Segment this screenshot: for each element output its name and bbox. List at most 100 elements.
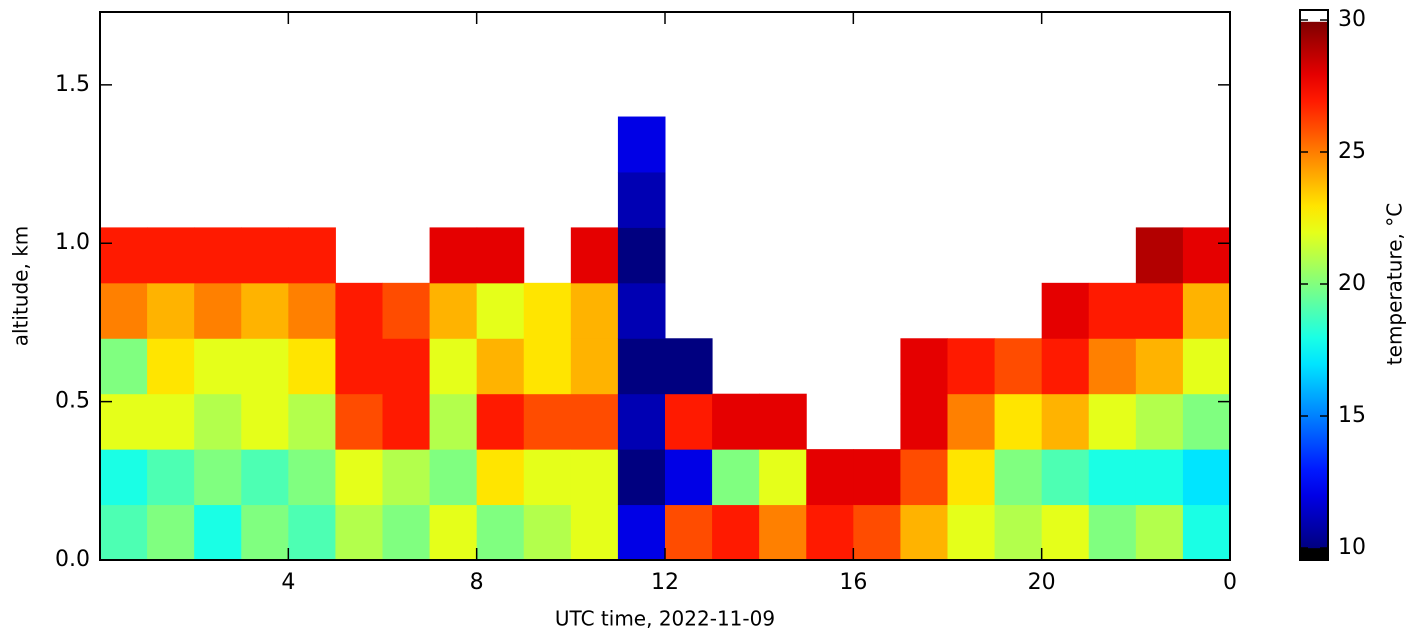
heatmap-cell	[429, 338, 478, 395]
heatmap-cell	[665, 393, 713, 450]
heatmap-cell	[147, 338, 195, 395]
heatmap-cell	[476, 227, 525, 284]
colorbar-tick-label: 30	[1338, 7, 1366, 32]
colorbar	[1299, 9, 1329, 561]
heatmap-cell	[476, 338, 525, 395]
heatmap-cell	[712, 393, 760, 450]
heatmap-cell	[947, 504, 996, 560]
heatmap-cell	[429, 504, 478, 560]
heatmap-cell	[288, 227, 336, 284]
heatmap-cell	[288, 338, 336, 395]
heatmap-cell	[900, 449, 948, 506]
heatmap-cell	[947, 393, 996, 450]
heatmap-cell	[194, 338, 242, 395]
heatmap-cell	[900, 393, 948, 450]
heatmap-cell	[947, 338, 996, 395]
heatmap-cell	[100, 282, 148, 339]
heatmap-cell	[853, 449, 901, 506]
heatmap-cell	[194, 504, 242, 560]
heatmap-cell	[1182, 393, 1230, 450]
heatmap-cell	[288, 282, 336, 339]
heatmap-cell	[100, 227, 148, 284]
heatmap-cell	[1041, 449, 1090, 506]
heatmap-cell	[617, 282, 666, 339]
heatmap-cell	[476, 282, 525, 339]
heatmap-cell	[712, 449, 760, 506]
colorbar-tick-label: 25	[1338, 139, 1366, 164]
heatmap-cell	[335, 504, 383, 560]
x-tick-label: 8	[470, 570, 484, 595]
heatmap-cell	[1088, 504, 1137, 560]
heatmap-cell	[100, 338, 148, 395]
heatmap-cell	[994, 449, 1043, 506]
heatmap-cell	[335, 338, 383, 395]
colorbar-tick-label: 10	[1338, 535, 1366, 560]
heatmap-cell	[759, 449, 807, 506]
heatmap-cell	[570, 227, 619, 284]
heatmap-cell	[617, 504, 666, 560]
heatmap-cell	[665, 338, 713, 395]
y-axis-label: altitude, km	[9, 226, 33, 347]
heatmap-cell	[853, 504, 901, 560]
heatmap	[100, 116, 1230, 560]
heatmap-cell	[523, 338, 572, 395]
heatmap-cell	[900, 338, 948, 395]
heatmap-cell	[1088, 338, 1137, 395]
heatmap-cell	[241, 227, 289, 284]
heatmap-cell	[665, 504, 713, 560]
x-tick-label: 4	[281, 570, 295, 595]
y-tick-label: 1.5	[55, 72, 90, 97]
heatmap-cell	[476, 393, 525, 450]
heatmap-cell	[1135, 504, 1184, 560]
heatmap-cell	[194, 393, 242, 450]
heatmap-cell	[335, 393, 383, 450]
heatmap-cell	[147, 449, 195, 506]
heatmap-cell	[1182, 227, 1230, 284]
heatmap-cell	[1182, 282, 1230, 339]
heatmap-cell	[335, 449, 383, 506]
colorbar-tick-label: 20	[1338, 271, 1366, 296]
heatmap-cell	[241, 282, 289, 339]
heatmap-cell	[523, 393, 572, 450]
heatmap-cell	[900, 504, 948, 560]
y-tick-label: 0.0	[55, 547, 90, 572]
heatmap-cell	[617, 116, 666, 173]
heatmap-cell	[806, 504, 854, 560]
heatmap-cell	[429, 393, 478, 450]
heatmap-cell	[617, 338, 666, 395]
heatmap-cell	[570, 338, 619, 395]
heatmap-cell	[570, 449, 619, 506]
heatmap-cell	[194, 227, 242, 284]
heatmap-cell	[1135, 393, 1184, 450]
heatmap-cell	[523, 504, 572, 560]
heatmap-cell	[1041, 282, 1090, 339]
heatmap-cell	[194, 282, 242, 339]
heatmap-cell	[1041, 393, 1090, 450]
heatmap-cell	[759, 504, 807, 560]
heatmap-cell	[617, 449, 666, 506]
heatmap-cell	[382, 393, 431, 450]
heatmap-cell	[147, 282, 195, 339]
colorbar-tick-label: 15	[1338, 403, 1366, 428]
heatmap-cell	[288, 449, 336, 506]
heatmap-cell	[1135, 282, 1184, 339]
heatmap-cell	[994, 504, 1043, 560]
heatmap-cell	[241, 393, 289, 450]
heatmap-cell	[382, 449, 431, 506]
heatmap-cell	[570, 393, 619, 450]
heatmap-cell	[335, 282, 383, 339]
heatmap-cell	[1135, 338, 1184, 395]
heatmap-cell	[523, 282, 572, 339]
heatmap-cell	[1088, 393, 1137, 450]
heatmap-cell	[712, 504, 760, 560]
heatmap-cell	[241, 504, 289, 560]
y-tick-label: 1.0	[55, 230, 90, 255]
heatmap-cell	[806, 449, 854, 506]
y-tick-label: 0.5	[55, 389, 90, 414]
heatmap-cell	[947, 449, 996, 506]
heatmap-cell	[523, 449, 572, 506]
heatmap-cell	[147, 504, 195, 560]
heatmap-cell	[1182, 449, 1230, 506]
heatmap-cell	[429, 282, 478, 339]
